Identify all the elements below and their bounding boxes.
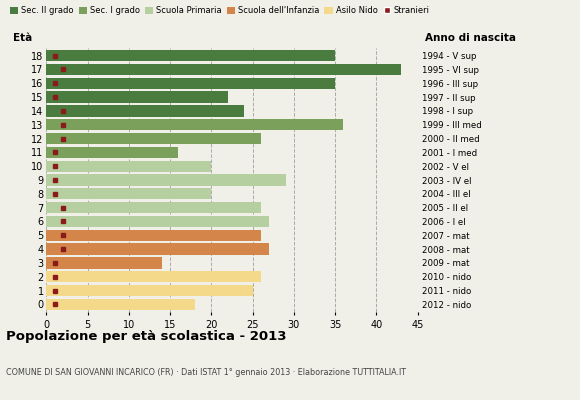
Text: Anno di nascita: Anno di nascita [425, 33, 516, 43]
Legend: Sec. II grado, Sec. I grado, Scuola Primaria, Scuola dell'Infanzia, Asilo Nido, : Sec. II grado, Sec. I grado, Scuola Prim… [10, 6, 430, 15]
Bar [46, 216, 269, 227]
Bar [46, 133, 261, 144]
Bar [46, 92, 228, 103]
Bar [46, 105, 244, 116]
Bar [46, 244, 269, 255]
Bar [46, 202, 261, 213]
Bar [46, 257, 162, 268]
Bar [46, 147, 179, 158]
Bar [46, 50, 335, 61]
Text: Popolazione per età scolastica - 2013: Popolazione per età scolastica - 2013 [6, 330, 287, 343]
Bar [46, 188, 211, 200]
Text: Età: Età [13, 33, 32, 43]
Bar [46, 64, 401, 75]
Bar [46, 230, 261, 241]
Bar [46, 174, 285, 186]
Bar [46, 271, 261, 282]
Bar [46, 119, 343, 130]
Bar [46, 299, 195, 310]
Bar [46, 78, 335, 89]
Bar [46, 285, 253, 296]
Text: COMUNE DI SAN GIOVANNI INCARICO (FR) · Dati ISTAT 1° gennaio 2013 · Elaborazione: COMUNE DI SAN GIOVANNI INCARICO (FR) · D… [6, 368, 406, 377]
Bar [46, 160, 211, 172]
